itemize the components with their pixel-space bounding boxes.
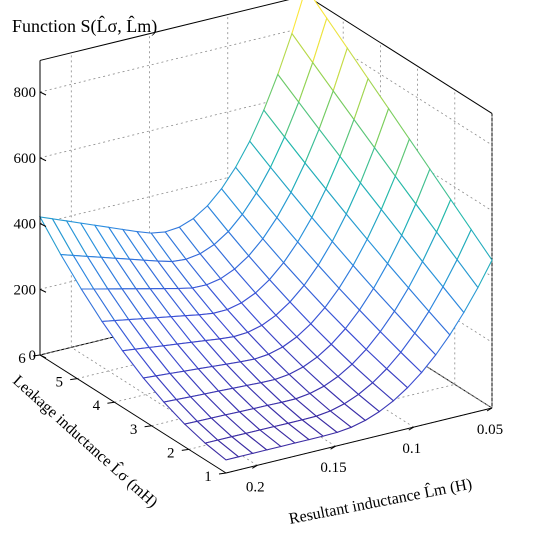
x-tick — [408, 426, 415, 431]
x-tick — [252, 464, 258, 469]
y-tick — [218, 472, 227, 475]
z-tick-label: 800 — [14, 85, 37, 101]
x-tick-label: 0.1 — [402, 441, 421, 457]
z-tick-label: 600 — [14, 151, 37, 167]
surface-mesh — [38, 0, 493, 461]
axes-front — [39, 60, 493, 474]
grid-line — [39, 158, 307, 224]
x-tick-label: 0.05 — [477, 422, 503, 438]
y-tick — [181, 448, 189, 451]
z-tick-label: 0 — [29, 348, 37, 364]
y-tick — [70, 378, 78, 381]
z-tick-label: 400 — [14, 217, 37, 233]
x-tick-label: 0.2 — [246, 479, 265, 495]
y-tick-label: 6 — [18, 351, 26, 367]
z-tick — [39, 288, 47, 293]
z-tick-label: 200 — [14, 282, 37, 298]
z-tick — [39, 223, 47, 227]
y-tick — [107, 401, 115, 404]
chart-title: Function S(L̂σ, L̂m) — [12, 15, 157, 37]
x-axis-label: Resultant inductance L̂m (H) — [287, 474, 473, 528]
y-tick-label: 1 — [204, 469, 212, 485]
surface-cell — [203, 439, 240, 461]
tick-labels: 0.05 0.1 0.15 0.2 1 2 3 4 5 6 0 200 400 600 800 — [14, 85, 504, 495]
y-tick-label: 5 — [55, 375, 63, 391]
box-edge — [312, 0, 493, 114]
grid-line — [39, 92, 307, 159]
y-tick — [144, 425, 152, 428]
y-tick — [32, 354, 41, 357]
y-tick-label: 2 — [167, 445, 175, 461]
x-tick — [486, 407, 493, 412]
y-axis — [39, 354, 227, 474]
x-tick — [330, 445, 336, 450]
box-edge — [39, 0, 290, 61]
x-tick-label: 0.15 — [320, 460, 346, 476]
y-tick-label: 4 — [93, 398, 101, 414]
grid-line — [39, 26, 307, 93]
y-axis-label: Leakage inductance L̂σ (mH) — [9, 371, 162, 511]
x-axis — [225, 407, 493, 474]
z-tick — [39, 157, 47, 162]
z-tick — [39, 91, 47, 96]
z-tick — [39, 354, 47, 359]
y-tick-label: 3 — [130, 422, 138, 438]
